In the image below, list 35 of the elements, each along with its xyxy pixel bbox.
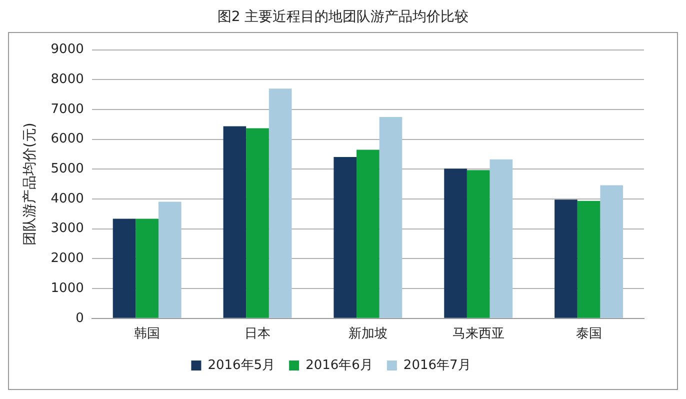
legend-label: 2016年5月 xyxy=(208,358,276,373)
x-tick-label: 马来西亚 xyxy=(452,326,504,342)
y-tick-label: 4000 xyxy=(50,191,84,206)
y-tick-label: 1000 xyxy=(50,280,84,296)
legend-label: 2016年6月 xyxy=(306,358,373,373)
bar xyxy=(158,202,182,318)
bar xyxy=(268,88,292,318)
x-tick-label: 新加坡 xyxy=(348,326,388,342)
bar xyxy=(223,126,246,318)
bar xyxy=(600,185,624,318)
y-tick-label: 0 xyxy=(76,310,84,326)
bar xyxy=(246,128,269,318)
y-tick-label: 7000 xyxy=(50,102,84,117)
y-tick-label: 5000 xyxy=(50,162,84,177)
bar xyxy=(490,159,513,318)
chart-title: 图2 主要近程目的地团队游产品均价比较 xyxy=(216,8,470,26)
bar xyxy=(466,170,490,318)
x-tick-label: 泰国 xyxy=(576,326,602,342)
bar xyxy=(136,218,159,318)
y-axis-title: 团队游产品均价(元) xyxy=(22,122,38,246)
legend-label: 2016年7月 xyxy=(403,358,471,373)
y-tick-label: 8000 xyxy=(50,72,84,88)
y-tick-label: 9000 xyxy=(50,42,84,58)
bar xyxy=(444,168,467,318)
bar xyxy=(356,150,380,318)
bar xyxy=(334,156,357,318)
y-tick-label: 3000 xyxy=(50,221,84,236)
x-tick-label: 韩国 xyxy=(134,326,160,342)
bar xyxy=(554,200,578,318)
x-tick-label: 日本 xyxy=(244,326,271,342)
bar xyxy=(379,116,402,318)
bar xyxy=(577,200,600,318)
bar xyxy=(112,218,136,318)
y-tick-label: 2000 xyxy=(50,251,84,266)
y-tick-label: 6000 xyxy=(50,132,84,147)
